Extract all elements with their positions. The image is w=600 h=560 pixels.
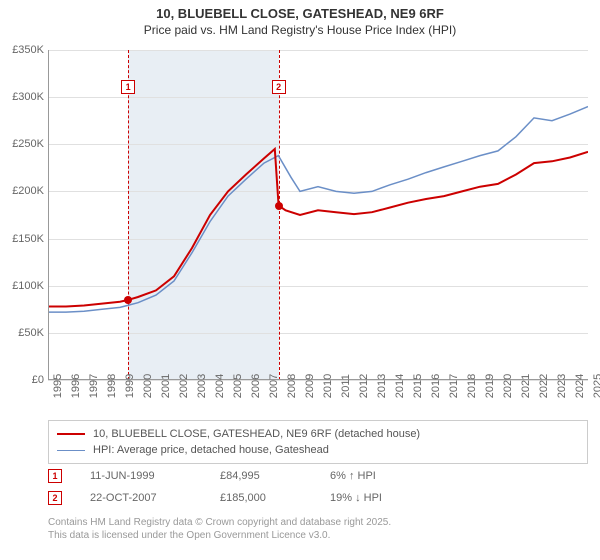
x-tick-label: 2005 (232, 374, 244, 398)
x-tick-label: 2002 (178, 374, 190, 398)
event-delta: 19% ↓ HPI (330, 492, 440, 504)
y-tick-label: £350K (0, 44, 44, 56)
x-tick-label: 2024 (574, 374, 586, 398)
chart-title-sub: Price paid vs. HM Land Registry's House … (0, 23, 600, 37)
event-dot (124, 296, 132, 304)
y-tick-label: £50K (0, 327, 44, 339)
x-tick-label: 2006 (250, 374, 262, 398)
event-marker-box: 1 (121, 80, 135, 94)
legend-label: 10, BLUEBELL CLOSE, GATESHEAD, NE9 6RF (… (93, 428, 420, 440)
x-tick-label: 2022 (538, 374, 550, 398)
y-tick-label: £200K (0, 185, 44, 197)
x-tick-label: 1997 (88, 374, 100, 398)
y-tick-label: £300K (0, 91, 44, 103)
legend-row: 10, BLUEBELL CLOSE, GATESHEAD, NE9 6RF (… (57, 426, 579, 442)
x-tick-label: 1999 (124, 374, 136, 398)
x-tick-label: 2009 (304, 374, 316, 398)
legend-label: HPI: Average price, detached house, Gate… (93, 444, 329, 456)
event-price: £84,995 (220, 470, 330, 482)
x-tick-label: 2018 (466, 374, 478, 398)
legend-swatch (57, 450, 85, 451)
x-tick-label: 1995 (52, 374, 64, 398)
x-tick-label: 1998 (106, 374, 118, 398)
x-tick-label: 2007 (268, 374, 280, 398)
x-tick-label: 2008 (286, 374, 298, 398)
event-marker-box: 2 (48, 491, 62, 505)
chart-plot-area: 12 £0£50K£100K£150K£200K£250K£300K£350K … (48, 50, 588, 380)
x-tick-label: 2019 (484, 374, 496, 398)
footer-line: Contains HM Land Registry data © Crown c… (48, 516, 588, 529)
x-tick-label: 2015 (412, 374, 424, 398)
y-tick-label: £100K (0, 280, 44, 292)
x-tick-label: 1996 (70, 374, 82, 398)
event-row: 2 22-OCT-2007 £185,000 19% ↓ HPI (48, 487, 588, 509)
y-axis (48, 50, 49, 380)
x-tick-label: 2001 (160, 374, 172, 398)
x-tick-label: 2014 (394, 374, 406, 398)
chart-lines-svg (48, 50, 588, 380)
x-tick-label: 2010 (322, 374, 334, 398)
x-tick-label: 2023 (556, 374, 568, 398)
y-tick-label: £150K (0, 233, 44, 245)
x-tick-label: 2021 (520, 374, 532, 398)
legend-row: HPI: Average price, detached house, Gate… (57, 442, 579, 458)
chart-title-block: 10, BLUEBELL CLOSE, GATESHEAD, NE9 6RF P… (0, 0, 600, 39)
x-tick-label: 2016 (430, 374, 442, 398)
x-tick-label: 2003 (196, 374, 208, 398)
event-dot (275, 202, 283, 210)
chart-legend: 10, BLUEBELL CLOSE, GATESHEAD, NE9 6RF (… (48, 420, 588, 464)
legend-swatch (57, 433, 85, 435)
event-date: 22-OCT-2007 (90, 492, 220, 504)
events-table: 1 11-JUN-1999 £84,995 6% ↑ HPI 2 22-OCT-… (48, 465, 588, 509)
x-tick-label: 2012 (358, 374, 370, 398)
event-date: 11-JUN-1999 (90, 470, 220, 482)
footer-attribution: Contains HM Land Registry data © Crown c… (48, 516, 588, 542)
x-tick-label: 2020 (502, 374, 514, 398)
x-tick-label: 2025 (592, 374, 600, 398)
x-tick-label: 2013 (376, 374, 388, 398)
event-price: £185,000 (220, 492, 330, 504)
series-price_paid (48, 149, 588, 307)
event-row: 1 11-JUN-1999 £84,995 6% ↑ HPI (48, 465, 588, 487)
y-tick-label: £250K (0, 138, 44, 150)
x-tick-label: 2011 (340, 374, 352, 398)
footer-line: This data is licensed under the Open Gov… (48, 529, 588, 542)
x-tick-label: 2000 (142, 374, 154, 398)
x-tick-label: 2004 (214, 374, 226, 398)
event-marker-box: 1 (48, 469, 62, 483)
chart-title-main: 10, BLUEBELL CLOSE, GATESHEAD, NE9 6RF (0, 6, 600, 21)
x-tick-label: 2017 (448, 374, 460, 398)
event-marker-box: 2 (272, 80, 286, 94)
y-tick-label: £0 (0, 374, 44, 386)
event-delta: 6% ↑ HPI (330, 470, 440, 482)
